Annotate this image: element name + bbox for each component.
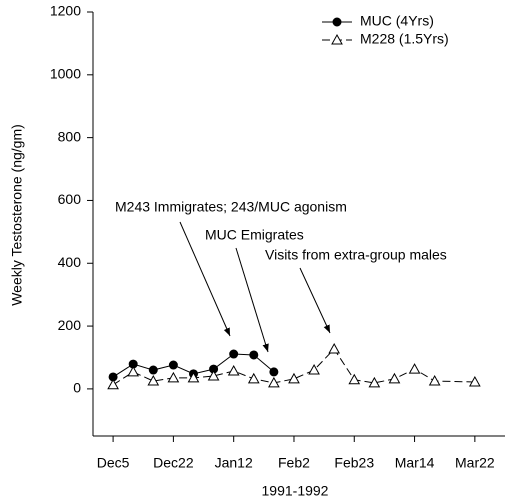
data-point bbox=[187, 371, 200, 383]
data-point bbox=[247, 372, 260, 384]
annotation: MUC Emigrates bbox=[205, 227, 304, 243]
data-point bbox=[127, 365, 140, 377]
data-point bbox=[428, 375, 441, 386]
data-point bbox=[229, 349, 239, 359]
y-tick-label: 400 bbox=[58, 254, 82, 270]
x-tick-label: Dec22 bbox=[153, 455, 194, 471]
legend-marker bbox=[331, 33, 343, 45]
x-tick-label: Jan12 bbox=[215, 455, 253, 471]
annotation-arrow bbox=[179, 221, 231, 337]
x-tick-label: Feb2 bbox=[278, 455, 310, 471]
data-point bbox=[288, 372, 300, 384]
data-point bbox=[308, 364, 320, 375]
annotation-arrow bbox=[235, 247, 269, 353]
data-point bbox=[388, 372, 401, 384]
data-point bbox=[368, 376, 381, 388]
annotation: Visits from extra-group males bbox=[265, 247, 447, 263]
x-tick-label: Feb23 bbox=[334, 455, 374, 471]
data-point bbox=[328, 342, 341, 354]
y-tick-label: 1000 bbox=[50, 66, 81, 82]
y-tick-label: 200 bbox=[58, 317, 82, 333]
data-point bbox=[147, 375, 160, 386]
data-point bbox=[227, 364, 240, 376]
data-point bbox=[348, 373, 361, 385]
y-tick-label: 800 bbox=[58, 128, 82, 144]
x-tick-label: Mar22 bbox=[455, 455, 495, 471]
data-point bbox=[469, 375, 481, 387]
legend-marker bbox=[332, 17, 342, 27]
legend-label: MUC (4Yrs) bbox=[360, 13, 434, 29]
y-tick-label: 0 bbox=[73, 380, 81, 396]
data-point bbox=[167, 371, 180, 383]
x-tick-label: Dec5 bbox=[97, 455, 130, 471]
legend-label: M228 (1.5Yrs) bbox=[360, 31, 449, 47]
y-tick-label: 1200 bbox=[50, 3, 81, 19]
annotation-arrow bbox=[299, 267, 331, 334]
data-point bbox=[168, 360, 178, 370]
annotation: M243 Immigrates; 243/MUC agonism bbox=[115, 199, 347, 215]
x-axis-label: 1991-1992 bbox=[262, 483, 329, 499]
data-point bbox=[269, 367, 279, 377]
data-point bbox=[107, 378, 119, 390]
y-axis-label: Weekly Testosterone (ng/gm) bbox=[9, 124, 25, 306]
data-point bbox=[249, 350, 259, 360]
data-point bbox=[207, 369, 220, 381]
data-point bbox=[148, 365, 158, 375]
data-point bbox=[408, 363, 421, 374]
y-tick-label: 600 bbox=[58, 191, 82, 207]
x-tick-label: Mar14 bbox=[395, 455, 435, 471]
data-point bbox=[268, 376, 280, 388]
